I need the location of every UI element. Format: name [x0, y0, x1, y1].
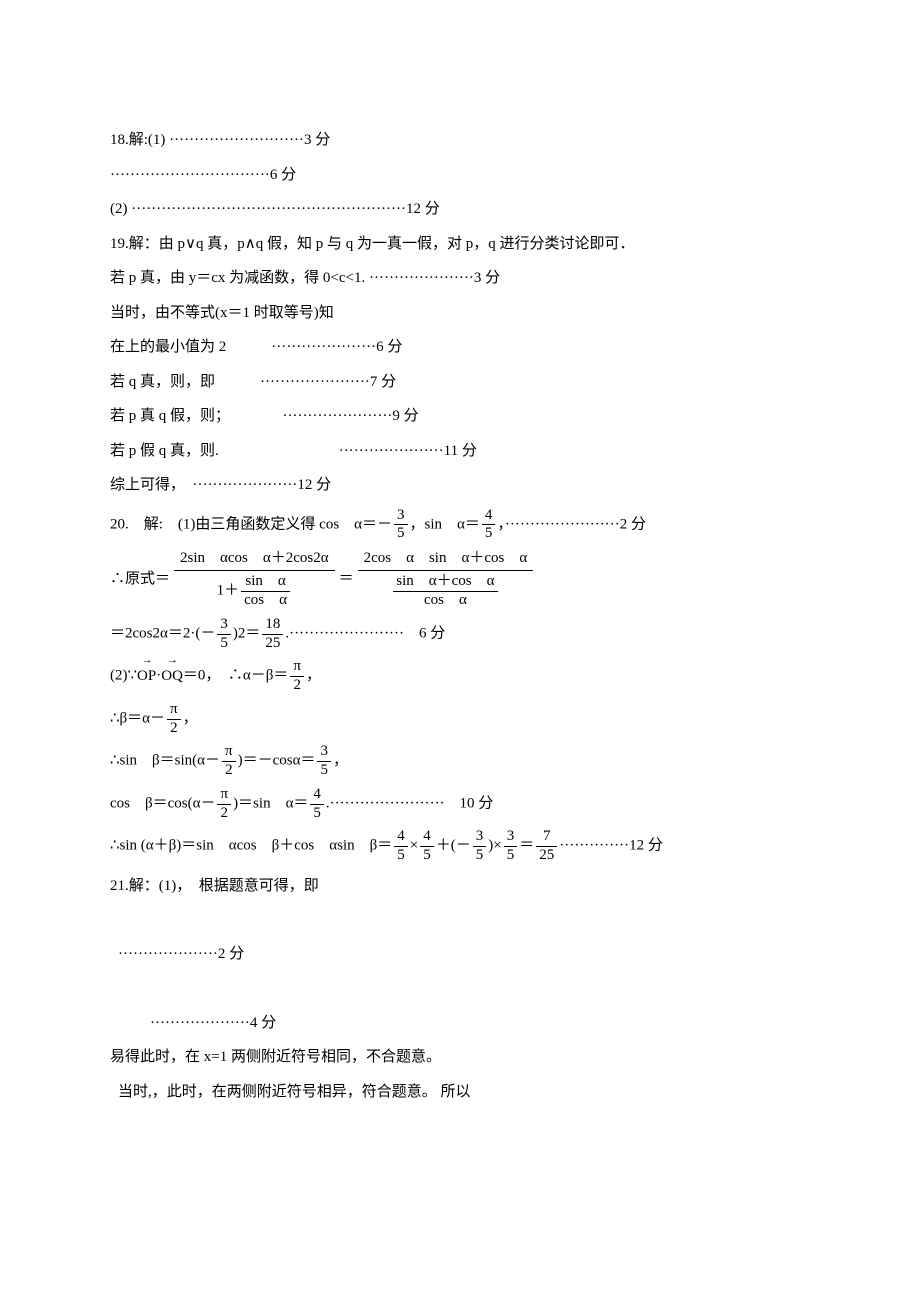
p20-2a-mid: ＝0， ∴α－β＝	[183, 668, 289, 684]
frac-pi-2-a: π2	[290, 659, 304, 694]
p20-2c-mid: )＝－cosα＝	[238, 753, 316, 769]
close-times: )×	[488, 838, 501, 854]
p18-line3: (2) ····································…	[110, 195, 810, 224]
p20-bigfrac-line: ∴原式＝ 2sin αcos α＋2cos2α 1＋sin αcos α ＝ 2…	[110, 550, 810, 609]
times-1: ×	[410, 838, 418, 854]
comma-3: ，	[333, 753, 348, 769]
frac-3-5-e1: 35	[473, 829, 487, 864]
p20-eq2-b: )2＝	[233, 625, 261, 641]
p20-part2-c: ∴sin β＝sin(α－π2)＝－cosα＝35，	[110, 744, 810, 779]
frac-sin-cos-1: sin αcos α	[241, 574, 290, 609]
p20-defs-a: 20. 解: (1)由三角函数定义得 cos α＝－	[110, 516, 392, 532]
bigfrac-1: 2sin αcos α＋2cos2α 1＋sin αcos α	[174, 550, 335, 609]
p18-line1: 18.解:(1) ···························3 分	[110, 126, 810, 155]
p18-line2: ································6 分	[110, 161, 810, 190]
frac-sin-cos-2: sin α＋cos αcos α	[393, 574, 497, 609]
p19-line3: 当时，由不等式(x＝1 时取等号)知	[110, 299, 810, 328]
p21-line5: 当时,，此时，在两侧附近符号相异，符合题意。 所以	[118, 1078, 810, 1107]
frac-3-5-b: 35	[217, 617, 231, 652]
p20-eq1-pre: ∴原式＝	[110, 571, 170, 587]
bigfrac-2: 2cos α sin α＋cos α sin α＋cos αcos α	[358, 550, 534, 609]
eq-e: ＝	[519, 838, 534, 854]
p19-line8: 综上可得， ·····················12 分	[110, 471, 810, 500]
vec-OQ: OQ	[161, 660, 183, 691]
p20-2e-suf: ··············12 分	[559, 838, 663, 854]
p20-line-defs: 20. 解: (1)由三角函数定义得 cos α＝－35，sin α＝45，··…	[110, 508, 810, 543]
frac-4-5-e1: 45	[394, 829, 408, 864]
p20-defs-c: ，·······················2 分	[497, 516, 646, 532]
p20-part2-a: (2)∵OP·OQ＝0， ∴α－β＝π2，	[110, 659, 810, 694]
p20-2b-pre: ∴β＝α－	[110, 710, 165, 726]
frac-18-25: 1825	[262, 617, 283, 652]
frac-neg-3-5: 35	[394, 508, 408, 543]
p21-line3: ····················4 分	[150, 1009, 810, 1038]
p20-2d-suf: .······················· 10 分	[326, 795, 493, 811]
vec-OP: OP	[137, 660, 156, 691]
p20-2e-pre: ∴sin (α＋β)＝sin αcos β＋cos αsin β＝	[110, 838, 392, 854]
frac-pi-2-d: π2	[217, 787, 231, 822]
p19-line5: 若 q 真，则，即 ······················7 分	[110, 368, 810, 397]
comma-1: ，	[306, 668, 321, 684]
p20-eq2-line: ＝2cos2α＝2·(－35)2＝1825.··················…	[110, 617, 810, 652]
plus-open: ＋(－	[436, 838, 471, 854]
p20-part2-b: ∴β＝α－π2，	[110, 702, 810, 737]
p19-line6: 若 p 真 q 假，则； ······················9 分	[110, 402, 810, 431]
frac-pi-2-b: π2	[167, 702, 181, 737]
frac-pi-2-c: π2	[222, 744, 236, 779]
frac-4-5-d: 45	[310, 787, 324, 822]
p20-eq2-a: ＝2cos2α＝2·(－	[110, 625, 215, 641]
p20-2c-pre: ∴sin β＝sin(α－	[110, 753, 220, 769]
p20-part2-d: cos β＝cos(α－π2)＝sin α＝45.···············…	[110, 787, 810, 822]
p19-line1: 19.解：由 p∨q 真，p∧q 假，知 p 与 q 为一真一假，对 p，q 进…	[110, 230, 810, 259]
frac-7-25: 725	[536, 829, 557, 864]
comma-2: ，	[183, 710, 198, 726]
p21-line1: 21.解：(1)， 根据题意可得，即	[110, 872, 810, 901]
p21-line2: ····················2 分	[118, 940, 810, 969]
frac-4-5: 45	[482, 508, 496, 543]
p20-part2-e: ∴sin (α＋β)＝sin αcos β＋cos αsin β＝45×45＋(…	[110, 829, 810, 864]
p20-2d-pre: cos β＝cos(α－	[110, 795, 215, 811]
frac-3-5-e2: 35	[504, 829, 518, 864]
frac-4-5-e2: 45	[420, 829, 434, 864]
p20-eq2-c: .······················· 6 分	[285, 625, 445, 641]
p19-line4: 在上的最小值为 2 ·····················6 分	[110, 333, 810, 362]
eq-mid-1: ＝	[339, 571, 354, 587]
p19-line7: 若 p 假 q 真，则. ·····················11 分	[110, 437, 810, 466]
p20-2d-mid: )＝sin α＝	[233, 795, 308, 811]
p19-line2: 若 p 真，由 y＝cx 为减函数，得 0<c<1. ·············…	[110, 264, 810, 293]
p20-2a-pre: (2)∵	[110, 668, 137, 684]
p21-line4: 易得此时，在 x=1 两侧附近符号相同，不合题意。	[110, 1043, 810, 1072]
frac-3-5-c: 35	[317, 744, 331, 779]
p20-defs-b: ，sin α＝	[410, 516, 480, 532]
